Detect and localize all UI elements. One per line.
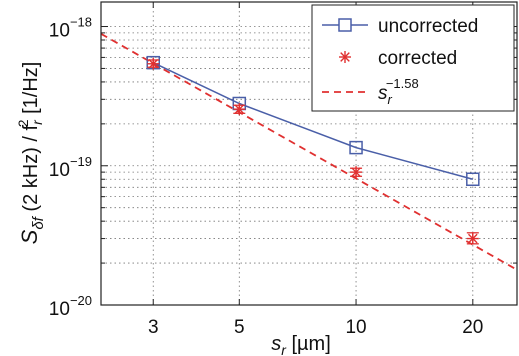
data-point-uncorrected [466, 172, 480, 187]
y-axis-label-sup2: 2 [15, 119, 31, 127]
series-layer [146, 55, 480, 245]
legend-item-fit: sr−1.58 [322, 76, 419, 107]
legend-marker-square [338, 18, 352, 32]
series-line-uncorrected [152, 61, 474, 180]
legend-marker-asterisk [339, 51, 351, 63]
y-tick-label: 10−20 [49, 293, 92, 320]
data-point-corrected [466, 232, 479, 245]
series-corrected [147, 57, 479, 245]
y-axis-label-sub2: r [29, 119, 45, 125]
x-tick-label: 3 [148, 317, 159, 338]
legend-fit-base: s [378, 83, 388, 104]
y-axis-label-main: S [17, 229, 42, 244]
data-point-corrected [350, 166, 363, 179]
legend-label-fit: sr−1.58 [378, 76, 419, 107]
fit-line [100, 33, 518, 271]
legend-item-corrected: corrected [339, 48, 457, 69]
y-axis-label-unit: [1/Hz] [20, 62, 42, 120]
y-tick-label-exp: −18 [70, 15, 92, 30]
fit-layer [100, 33, 518, 271]
x-axis-label-sub: r [281, 342, 287, 356]
data-point-corrected [233, 103, 246, 116]
legend-label-uncorrected: uncorrected [378, 16, 478, 37]
legend: uncorrected corrected sr−1.58 [311, 4, 515, 112]
data-point-corrected [147, 57, 160, 70]
y-axis-label: Sδf (2 kHz) / fr2 [1/Hz] [15, 62, 47, 245]
x-axis-label-main: s [271, 333, 281, 355]
legend-asterisk-glyph [339, 51, 351, 63]
legend-label-corrected: corrected [378, 48, 457, 69]
x-tick-label: 5 [234, 317, 245, 338]
legend-fit-exp: −1.58 [386, 76, 419, 91]
legend-fit-sub: r [388, 92, 393, 107]
series-uncorrected [146, 55, 480, 187]
y-tick-label-exp: −20 [70, 293, 92, 308]
x-tick-label: 10 [345, 317, 366, 338]
y-tick-label: 10−19 [49, 154, 92, 181]
x-tick-label: 20 [462, 317, 483, 338]
y-tick-label-base: 10 [49, 299, 70, 320]
y-tick-label-base: 10 [49, 21, 70, 42]
y-axis-label-sub1: δf [30, 215, 47, 229]
x-axis-label-unit: [µm] [286, 333, 331, 355]
y-tick-label-base: 10 [49, 160, 70, 181]
y-tick-label: 10−18 [49, 15, 92, 42]
x-axis-label: sr [µm] [271, 333, 331, 356]
y-tick-label-exp: −19 [70, 154, 92, 169]
legend-item-uncorrected: uncorrected [322, 16, 478, 37]
plot-frame [100, 1, 518, 306]
data-point-uncorrected [349, 140, 363, 155]
y-axis-label-mid: (2 kHz) / f [20, 124, 42, 217]
